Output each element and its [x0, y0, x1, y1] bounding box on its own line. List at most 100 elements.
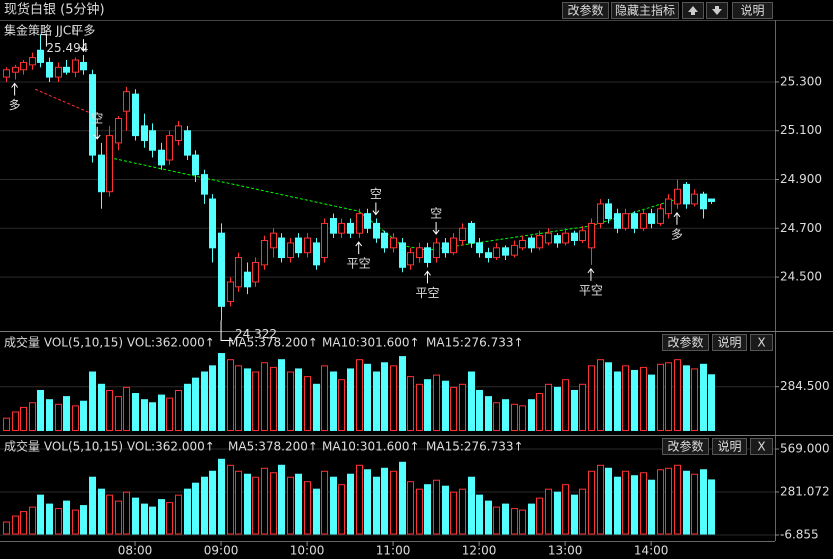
volume-bar — [98, 488, 105, 535]
volume-bar — [321, 365, 328, 431]
volume-bar — [201, 476, 208, 535]
candle-body — [476, 242, 483, 254]
volume-bar — [158, 499, 165, 535]
volume-bar — [459, 383, 466, 431]
volume-bar — [55, 403, 62, 431]
candle-body — [691, 193, 698, 205]
strategy-line — [109, 157, 678, 251]
legend-entry: MA10:301.600↑ — [322, 336, 420, 350]
volume-bar — [433, 479, 440, 535]
volume-bar — [665, 467, 672, 535]
candle-body — [295, 237, 302, 254]
button-label[interactable]: 改参数 — [667, 335, 703, 350]
candle-body — [338, 222, 345, 234]
button[interactable] — [662, 334, 709, 351]
signal-label: 平空 — [579, 283, 603, 297]
volume-bar — [209, 470, 216, 535]
volume-bar — [338, 484, 345, 535]
volume-bar — [528, 503, 535, 535]
y-tick-label: 25.300 — [780, 74, 822, 88]
volume-bar — [166, 397, 173, 431]
button-label[interactable]: 说明 — [717, 335, 741, 350]
volume-bar — [106, 494, 113, 535]
signal-arrow — [93, 126, 101, 140]
candle-body — [330, 218, 337, 234]
volume-bar — [3, 417, 10, 431]
volume-bar — [536, 497, 543, 535]
volume-bar — [605, 467, 612, 535]
volume-bar — [304, 376, 311, 431]
button-label[interactable]: 说明 — [740, 3, 764, 18]
arrow-up-button[interactable] — [682, 2, 704, 19]
candle-body — [235, 257, 242, 288]
candle-body — [579, 230, 586, 241]
button[interactable] — [750, 438, 773, 455]
volume-bar — [511, 508, 518, 535]
candle-body — [648, 213, 655, 224]
button-label[interactable]: X — [757, 440, 765, 454]
candle-body — [158, 149, 165, 166]
volume-bar — [184, 383, 191, 431]
volume-bar — [321, 470, 328, 535]
volume-bar — [244, 368, 251, 431]
volume-bar — [648, 479, 655, 535]
volume-bar — [407, 376, 414, 431]
volume-bar — [192, 482, 199, 535]
volume-bar — [640, 472, 647, 535]
x-tick-label: 09:00 — [204, 544, 239, 558]
candle-body — [364, 213, 371, 229]
volume-bar — [416, 488, 423, 535]
volume-bar — [390, 470, 397, 535]
arrow-down-button[interactable] — [706, 2, 728, 19]
volume-bar — [614, 371, 621, 431]
volume-bar — [605, 362, 612, 431]
volume-bar — [381, 362, 388, 431]
button[interactable] — [712, 334, 747, 351]
button[interactable] — [732, 2, 773, 19]
candle-body — [63, 66, 70, 73]
volume-bar — [304, 481, 311, 535]
volume-bar — [476, 389, 483, 431]
panel-title: 成交量 VOL(5,10,15) VOL:362.000↑ — [4, 439, 215, 454]
volume-bar — [184, 488, 191, 535]
candle-body — [502, 247, 509, 256]
volume-bar — [132, 497, 139, 535]
candle-body — [270, 232, 277, 249]
volume-bar — [665, 362, 672, 431]
volume-bar — [691, 473, 698, 535]
panel-title: 成交量 VOL(5,10,15) VOL:362.000↑ — [4, 335, 215, 350]
button[interactable] — [662, 438, 709, 455]
x-tick-label: 14:00 — [634, 544, 669, 558]
y-tick-label: 24.900 — [780, 172, 822, 186]
volume-bar — [519, 405, 526, 431]
volume-bar — [399, 356, 406, 431]
button[interactable] — [562, 2, 609, 19]
candle-body — [459, 227, 466, 241]
volume-bar — [511, 403, 518, 431]
volume-bar — [252, 476, 259, 535]
candle-body — [614, 213, 621, 229]
volume-bar — [674, 464, 681, 535]
button[interactable] — [611, 2, 679, 19]
volume-bar — [89, 371, 96, 431]
volume-bar — [278, 359, 285, 431]
button-label[interactable]: X — [757, 336, 765, 350]
button[interactable] — [712, 438, 747, 455]
volume-bar — [356, 359, 363, 431]
y-tick-label: 25.100 — [780, 123, 822, 137]
candle-body — [201, 174, 208, 195]
button-label[interactable]: 改参数 — [567, 3, 603, 18]
button-label[interactable]: 改参数 — [667, 439, 703, 454]
candle-body — [149, 130, 156, 151]
button-label[interactable]: 说明 — [717, 439, 741, 454]
volume-bar — [218, 458, 225, 535]
volume-bar — [597, 464, 604, 535]
signal-arrow — [372, 202, 380, 216]
button[interactable] — [750, 334, 773, 351]
candle-body — [175, 125, 182, 141]
window-title: 现货白银 (5分钟) — [4, 2, 105, 18]
volume-bar — [80, 400, 87, 431]
leader-line — [40, 34, 47, 47]
candle-body — [261, 239, 268, 266]
button-label[interactable]: 隐藏主指标 — [615, 3, 675, 18]
